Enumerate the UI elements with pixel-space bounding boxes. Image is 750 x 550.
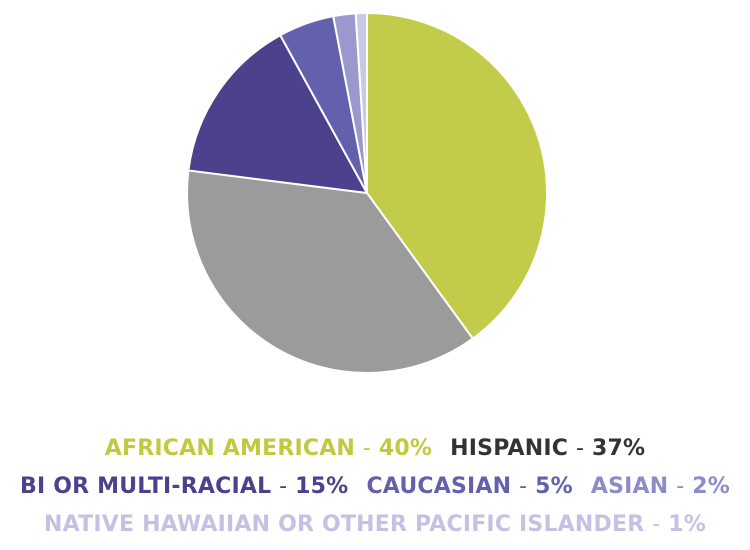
legend-row: BI OR MULTI-RACIAL - 15% CAUCASIAN - 5% AS…: [0, 468, 750, 506]
legend-value: 2%: [692, 474, 730, 499]
legend-label: ASIAN: [591, 474, 669, 499]
legend-separator: -: [652, 512, 660, 537]
legend-label: HISPANIC: [450, 436, 568, 461]
legend-separator: -: [363, 436, 371, 461]
legend-item-asian: ASIAN - 2%: [591, 468, 730, 506]
legend-label: BI OR MULTI-RACIAL: [20, 474, 271, 499]
legend-row: AFRICAN AMERICAN - 40% HISPANIC - 37%: [0, 430, 750, 468]
legend-item-bi-or-multi-racial: BI OR MULTI-RACIAL - 15%: [20, 468, 348, 506]
legend-item-hispanic: HISPANIC - 37%: [450, 430, 645, 468]
legend-separator: -: [676, 474, 684, 499]
legend-item-native-hawaiian-or-other-pacific-islander: NATIVE HAWAIIAN OR OTHER PACIFIC ISLANDE…: [44, 506, 706, 544]
legend-value: 5%: [535, 474, 573, 499]
legend-row: NATIVE HAWAIIAN OR OTHER PACIFIC ISLANDE…: [0, 506, 750, 544]
legend-separator: -: [576, 436, 584, 461]
legend-separator: -: [519, 474, 527, 499]
legend-label: AFRICAN AMERICAN: [105, 436, 355, 461]
legend-value: 1%: [668, 512, 706, 537]
legend-item-caucasian: CAUCASIAN - 5%: [366, 468, 572, 506]
legend-item-african-american: AFRICAN AMERICAN - 40%: [105, 430, 432, 468]
legend-value: 40%: [379, 436, 432, 461]
chart-legend: AFRICAN AMERICAN - 40% HISPANIC - 37% BI O…: [0, 430, 750, 544]
legend-value: 15%: [295, 474, 348, 499]
legend-value: 37%: [592, 436, 645, 461]
legend-separator: -: [279, 474, 287, 499]
legend-label: CAUCASIAN: [366, 474, 511, 499]
pie-chart: [0, 0, 750, 400]
legend-label: NATIVE HAWAIIAN OR OTHER PACIFIC ISLANDE…: [44, 512, 644, 537]
